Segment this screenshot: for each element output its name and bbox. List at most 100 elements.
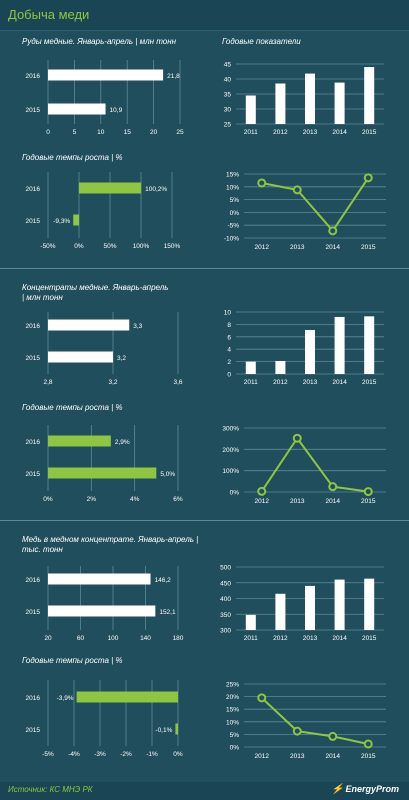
chart-title: Руды медные. Январь-апрель | млн тонн bbox=[22, 37, 177, 46]
footer-bar: Источник: КС МНЭ РК ⚡ EnergyProm bbox=[0, 782, 409, 800]
chart-title: Годовые темпы роста | % bbox=[22, 403, 123, 412]
x-tick-label: 2013 bbox=[303, 379, 318, 386]
bar bbox=[79, 182, 142, 194]
data-label: -9,3% bbox=[53, 218, 70, 225]
y-tick-label: 5% bbox=[230, 197, 240, 204]
bar bbox=[334, 316, 345, 374]
category-label: 2016 bbox=[26, 439, 41, 446]
y-tick-label: 45 bbox=[224, 62, 232, 69]
x-tick-label: 6% bbox=[173, 496, 183, 503]
bar bbox=[48, 319, 130, 331]
category-label: 2016 bbox=[26, 577, 41, 584]
x-tick-label: 0 bbox=[46, 129, 50, 136]
x-tick-label: 2015 bbox=[361, 753, 376, 760]
x-tick-label: 15 bbox=[124, 129, 132, 136]
x-tick-label: 5 bbox=[73, 129, 77, 136]
x-tick-label: 150% bbox=[164, 243, 181, 250]
category-label: 2015 bbox=[26, 609, 41, 616]
y-tick-label: 450 bbox=[220, 580, 231, 587]
bar bbox=[48, 467, 157, 479]
category-label: 2015 bbox=[26, 727, 41, 734]
y-tick-label: 25% bbox=[226, 682, 239, 689]
x-tick-label: 2015 bbox=[361, 498, 376, 505]
bar bbox=[334, 579, 345, 630]
data-point bbox=[328, 482, 338, 492]
y-tick-label: 40 bbox=[224, 77, 232, 84]
y-tick-label: 0 bbox=[227, 372, 231, 379]
y-tick-label: 10% bbox=[226, 184, 239, 191]
series-line bbox=[260, 436, 369, 493]
bar bbox=[305, 585, 315, 630]
y-tick-label: 400 bbox=[220, 596, 231, 603]
category-label: 2016 bbox=[26, 323, 41, 330]
x-tick-label: 2014 bbox=[326, 498, 341, 505]
data-label: 10,9 bbox=[110, 107, 123, 114]
category-label: 2015 bbox=[26, 218, 41, 225]
x-tick-label: 2015 bbox=[362, 379, 377, 386]
series-line bbox=[261, 697, 369, 745]
data-point bbox=[257, 693, 267, 703]
x-tick-label: 2011 bbox=[244, 635, 258, 642]
data-point bbox=[363, 487, 373, 497]
chart-title: Годовые темпы роста | % bbox=[22, 656, 123, 665]
bar bbox=[275, 593, 286, 630]
y-tick-label: 6 bbox=[227, 334, 231, 341]
y-tick-label: 15% bbox=[226, 172, 239, 179]
x-tick-label: 3,2 bbox=[108, 379, 117, 386]
data-label: 3,2 bbox=[117, 355, 126, 362]
x-tick-label: 25 bbox=[176, 129, 184, 136]
category-label: 2016 bbox=[26, 186, 41, 193]
x-tick-label: 2012 bbox=[255, 753, 270, 760]
category-label: 2015 bbox=[26, 471, 41, 478]
data-point bbox=[363, 173, 373, 183]
x-tick-label: 2012 bbox=[255, 498, 270, 505]
bar bbox=[48, 103, 106, 115]
x-tick-label: -1% bbox=[146, 751, 158, 758]
y-tick-label: -10% bbox=[224, 236, 239, 243]
data-point bbox=[257, 178, 267, 188]
y-tick-label: 0% bbox=[230, 745, 240, 752]
bar bbox=[334, 82, 345, 124]
x-tick-label: 0% bbox=[173, 751, 183, 758]
section-divider bbox=[0, 268, 409, 269]
x-tick-label: 2014 bbox=[332, 635, 347, 642]
data-point bbox=[328, 731, 338, 741]
data-label: 152,1 bbox=[159, 609, 176, 616]
data-label: 3,3 bbox=[133, 323, 142, 330]
data-point bbox=[292, 433, 302, 443]
y-tick-label: 300 bbox=[220, 628, 231, 635]
category-label: 2016 bbox=[26, 73, 41, 80]
y-tick-label: 5% bbox=[230, 732, 240, 739]
x-tick-label: 0% bbox=[43, 496, 53, 503]
x-tick-label: 20 bbox=[150, 129, 158, 136]
bar bbox=[364, 578, 375, 630]
bar bbox=[305, 329, 315, 374]
brand-logo-text: EnergyProm bbox=[345, 784, 399, 794]
x-tick-label: 2011 bbox=[244, 129, 258, 136]
x-tick-label: 2013 bbox=[290, 498, 305, 505]
category-label: 2015 bbox=[26, 355, 41, 362]
data-label: 2,9% bbox=[115, 439, 130, 446]
x-tick-label: 20 bbox=[44, 635, 52, 642]
data-label: -0,1% bbox=[155, 727, 172, 734]
x-tick-label: 100 bbox=[108, 635, 119, 642]
chart-title: Концентраты медные. Январь-апрель | млн т… bbox=[22, 283, 168, 302]
y-tick-label: 10% bbox=[226, 719, 239, 726]
y-tick-label: 4 bbox=[227, 347, 231, 354]
x-tick-label: -50% bbox=[40, 243, 55, 250]
x-tick-label: 2013 bbox=[303, 635, 318, 642]
bar bbox=[275, 360, 286, 374]
y-tick-label: 25 bbox=[224, 122, 232, 129]
bar bbox=[364, 67, 375, 124]
x-tick-label: -2% bbox=[120, 751, 132, 758]
x-tick-label: 2015 bbox=[362, 129, 377, 136]
data-label: 146,2 bbox=[155, 577, 172, 584]
x-tick-label: 2014 bbox=[326, 753, 341, 760]
category-label: 2015 bbox=[26, 107, 41, 114]
y-tick-label: 35 bbox=[224, 92, 232, 99]
x-tick-label: 60 bbox=[77, 635, 85, 642]
bar bbox=[364, 316, 375, 374]
chart-title: Годовые показатели bbox=[222, 37, 301, 46]
x-tick-label: 2013 bbox=[303, 129, 318, 136]
bar bbox=[245, 95, 256, 124]
